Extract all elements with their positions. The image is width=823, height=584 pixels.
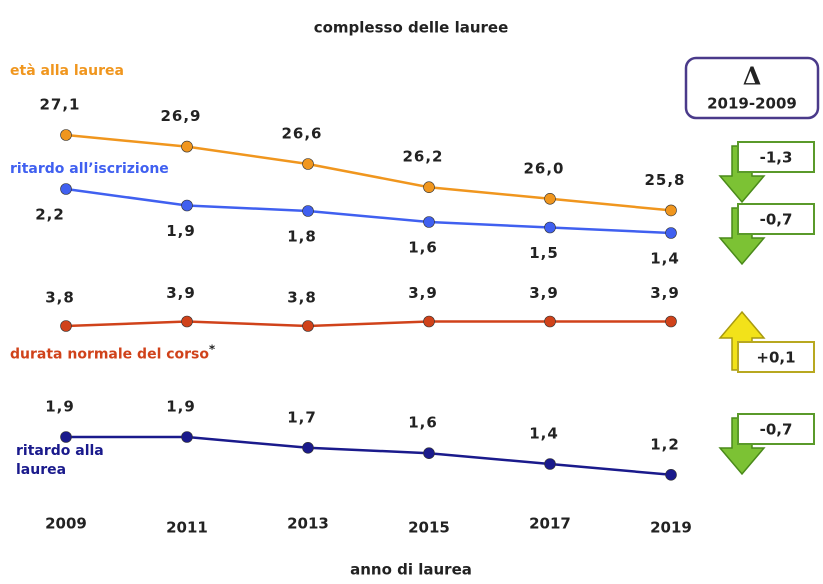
data-label: 1,8 [287, 228, 317, 246]
data-point [544, 193, 556, 205]
data-point [302, 441, 314, 454]
data-label: 1,6 [408, 239, 438, 257]
x-axis-label: anno di laurea [350, 561, 472, 579]
data-label: 2,2 [35, 206, 65, 224]
data-point [665, 204, 677, 217]
data-label: 25,8 [644, 171, 685, 189]
data-label: 26,6 [281, 125, 322, 143]
series-name: ritardo alla laurea [16, 442, 106, 480]
data-point [423, 181, 435, 193]
data-label: 3,9 [166, 284, 196, 302]
x-tick-label: 2015 [408, 519, 450, 537]
data-label: 3,8 [45, 289, 75, 307]
series-name: ritardo all’iscrizione [10, 160, 230, 179]
data-label: 3,8 [287, 289, 317, 307]
delta-label: -1,3 [760, 149, 793, 167]
data-point [302, 158, 314, 170]
data-point [544, 458, 556, 470]
note-mark: * [209, 342, 216, 356]
series-name-text: età alla laurea [10, 63, 124, 79]
data-label: 26,9 [160, 107, 201, 125]
series-name: durata normale del corso* [10, 340, 310, 365]
data-label: 3,9 [408, 284, 438, 302]
x-tick-label: 2013 [287, 515, 329, 533]
x-tick-label: 2017 [529, 515, 571, 533]
chart-title: complesso delle lauree [314, 19, 509, 37]
data-point [302, 320, 314, 332]
series-line [65, 187, 672, 235]
delta-box [737, 341, 815, 373]
x-tick-label: 2011 [166, 519, 208, 537]
data-label: 1,7 [287, 408, 317, 426]
data-label: 1,6 [408, 414, 438, 432]
data-label: 1,9 [166, 398, 196, 416]
data-label: 1,9 [45, 398, 75, 416]
data-label: 3,9 [650, 284, 680, 302]
data-point [423, 447, 435, 460]
data-point [665, 315, 677, 328]
delta-box [737, 141, 815, 173]
delta-symbol: Δ [743, 62, 762, 91]
data-label: 3,9 [529, 284, 559, 302]
data-point [423, 216, 435, 228]
data-label: 1,4 [650, 250, 680, 268]
delta-label: -0,7 [760, 211, 793, 229]
data-point [665, 227, 677, 239]
data-point [544, 221, 556, 234]
series-name: età alla laurea [10, 62, 210, 81]
data-label: 1,4 [529, 425, 559, 443]
data-point [544, 315, 556, 328]
data-point [60, 431, 72, 443]
data-label: 26,2 [402, 148, 443, 166]
data-point [60, 129, 72, 141]
series-line [65, 320, 671, 328]
data-label: 1,5 [529, 244, 559, 262]
delta-label: +0,1 [756, 349, 795, 367]
data-point [60, 320, 72, 332]
data-label: 1,9 [166, 222, 196, 240]
data-point [181, 431, 193, 443]
x-tick-label: 2019 [650, 519, 692, 537]
data-label: 27,1 [39, 96, 80, 114]
data-point [60, 183, 72, 195]
data-label: 1,2 [650, 435, 680, 453]
series-name-text: ritardo alla laurea [16, 443, 104, 478]
data-label: 26,0 [523, 159, 564, 177]
data-point [181, 315, 193, 328]
delta-box [737, 413, 815, 445]
delta-period: 2019-2009 [707, 95, 797, 113]
series-name-text: ritardo all’iscrizione [10, 161, 169, 177]
series-line [66, 435, 672, 477]
data-point [423, 315, 435, 328]
delta-box [737, 203, 815, 235]
data-point [181, 140, 193, 153]
delta-label: -0,7 [760, 421, 793, 439]
data-point [665, 468, 677, 481]
x-tick-label: 2009 [45, 515, 87, 533]
series-name-text: durata normale del corso [10, 346, 210, 363]
data-point [181, 199, 193, 212]
data-point [302, 205, 314, 217]
series-line [65, 133, 672, 212]
delta-header-box [684, 56, 820, 120]
